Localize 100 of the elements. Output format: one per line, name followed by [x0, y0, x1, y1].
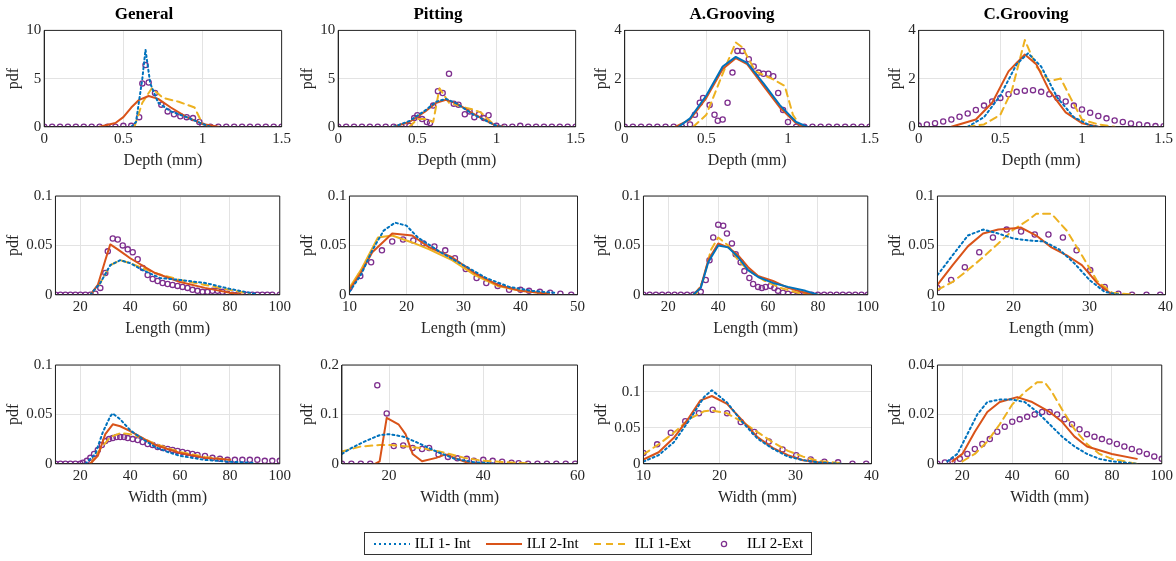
x-axis-title: Width (mm) — [420, 487, 500, 506]
x-tick-label: 40 — [710, 297, 726, 314]
x-tick-label: 20 — [381, 466, 397, 483]
y-tick-label: 0.05 — [614, 236, 641, 253]
y-tick-label: 0 — [44, 454, 53, 471]
chart-title: General — [114, 3, 174, 23]
x-axis-title: Width (mm) — [1010, 487, 1090, 506]
legend-label: ILI 2-Ext — [746, 535, 804, 552]
y-tick-label: 2 — [908, 69, 916, 86]
x-tick-label: 40 — [1004, 466, 1020, 483]
x-axis-title: Width (mm) — [128, 487, 208, 506]
legend-label: ILI 2-Int — [526, 535, 579, 552]
x-tick-label: 0.5 — [407, 129, 427, 146]
x-tick-label: 100 — [268, 297, 291, 314]
x-tick-label: 20 — [954, 466, 970, 483]
y-tick-label: 0.1 — [621, 382, 641, 399]
x-tick-label: 1 — [492, 129, 501, 146]
y-tick-label: 4 — [614, 21, 623, 38]
y-tick-label: 0 — [926, 454, 935, 471]
x-tick-label: 20 — [711, 466, 727, 483]
y-tick-label: 2 — [614, 69, 622, 86]
y-tick-label: 0 — [33, 117, 42, 134]
x-tick-label: 20 — [660, 297, 676, 314]
x-tick-label: 60 — [1054, 466, 1070, 483]
x-axis-title: Depth (mm) — [123, 150, 203, 169]
x-tick-label: 100 — [268, 466, 291, 483]
x-tick-label: 20 — [398, 297, 414, 314]
x-axis-title: Length (mm) — [421, 318, 506, 337]
x-tick-label: 20 — [1005, 297, 1021, 314]
y-tick-label: 0.02 — [908, 405, 935, 422]
x-tick-label: 20 — [72, 297, 88, 314]
y-tick-label: 0.05 — [320, 236, 347, 253]
x-tick-label: 1.5 — [860, 129, 879, 146]
x-axis-title: Depth (mm) — [707, 150, 787, 169]
y-axis-title: pdf — [591, 234, 610, 257]
x-tick-label: 80 — [222, 466, 238, 483]
x-axis-title: Depth (mm) — [1001, 150, 1081, 169]
x-tick-label: 0.5 — [990, 129, 1010, 146]
x-tick-label: 1.5 — [1154, 129, 1173, 146]
y-tick-label: 0.05 — [26, 236, 53, 253]
y-tick-label: 0 — [614, 117, 622, 134]
y-axis-title: pdf — [591, 403, 610, 426]
y-tick-label: 5 — [327, 69, 336, 86]
y-axis-title: pdf — [297, 67, 316, 90]
y-axis-title: pdf — [3, 403, 22, 426]
x-tick-label: 60 — [172, 466, 188, 483]
y-tick-label: 0 — [331, 454, 339, 471]
x-tick-label: 1 — [784, 129, 792, 146]
x-tick-label: 50 — [570, 297, 585, 314]
x-tick-label: 1 — [1078, 129, 1086, 146]
x-axis-title: Length (mm) — [125, 318, 211, 337]
y-tick-label: 5 — [33, 69, 42, 86]
x-tick-label: 1 — [198, 129, 207, 146]
x-tick-label: 1.5 — [272, 129, 291, 146]
x-axis-title: Depth (mm) — [417, 150, 497, 169]
x-tick-label: 30 — [787, 466, 803, 483]
y-tick-label: 0.1 — [915, 186, 935, 203]
y-axis-title: pdf — [3, 67, 22, 90]
x-tick-label: 80 — [222, 297, 238, 314]
x-tick-label: 40 — [1158, 297, 1173, 314]
y-tick-label: 0.2 — [320, 355, 339, 372]
x-tick-label: 40 — [122, 297, 138, 314]
y-axis-title: pdf — [3, 234, 22, 257]
y-tick-label: 0.05 — [26, 405, 53, 422]
legend-label: ILI 1-Ext — [634, 535, 691, 552]
x-axis-title: Width (mm) — [718, 487, 797, 506]
y-tick-label: 0.05 — [908, 236, 935, 253]
x-tick-label: 0.5 — [113, 129, 133, 146]
x-tick-label: 40 — [475, 466, 491, 483]
y-tick-label: 10 — [26, 21, 42, 38]
y-tick-label: 0.1 — [621, 186, 641, 203]
y-tick-label: 0.1 — [33, 186, 53, 203]
y-axis-title: pdf — [297, 403, 316, 426]
x-tick-label: 60 — [172, 297, 188, 314]
y-axis-title: pdf — [591, 67, 610, 90]
y-tick-label: 0 — [44, 285, 53, 302]
y-tick-label: 0 — [338, 285, 347, 302]
x-tick-label: 80 — [1104, 466, 1120, 483]
y-tick-label: 0.04 — [908, 355, 935, 372]
y-tick-label: 0 — [632, 454, 641, 471]
x-tick-label: 100 — [856, 297, 879, 314]
y-tick-label: 0.1 — [320, 405, 339, 422]
legend-label: ILI 1- Int — [414, 535, 471, 552]
x-tick-label: 100 — [1150, 466, 1173, 483]
x-tick-label: 0.5 — [696, 129, 716, 146]
y-axis-title: pdf — [885, 234, 904, 257]
y-axis-title: pdf — [885, 403, 904, 426]
y-axis-title: pdf — [885, 67, 904, 90]
y-axis-title: pdf — [297, 234, 316, 257]
y-tick-label: 10 — [320, 21, 336, 38]
x-tick-label: 60 — [570, 466, 585, 483]
x-axis-title: Length (mm) — [1009, 318, 1094, 337]
chart-title: A.Grooving — [689, 3, 776, 23]
x-tick-label: 30 — [455, 297, 471, 314]
y-tick-label: 0 — [327, 117, 336, 134]
x-tick-label: 1.5 — [566, 129, 585, 146]
x-tick-label: 40 — [512, 297, 528, 314]
y-tick-label: 0.1 — [33, 355, 53, 372]
y-tick-label: 0.1 — [327, 186, 347, 203]
x-tick-label: 40 — [122, 466, 138, 483]
